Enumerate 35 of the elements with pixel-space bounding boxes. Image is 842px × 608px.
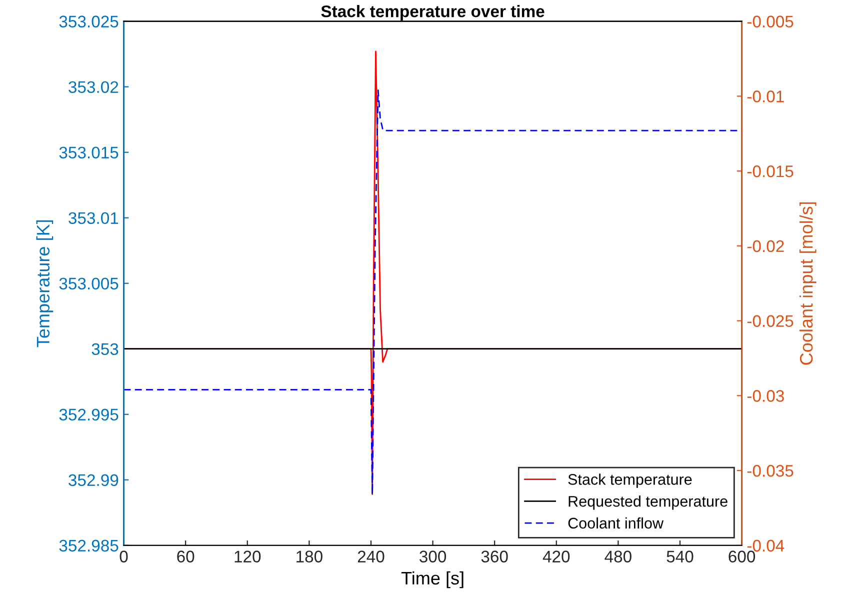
chart-title: Stack temperature over time	[321, 5, 544, 21]
legend-label: Stack temperature	[568, 474, 692, 488]
y-tick-label: 353	[92, 343, 118, 356]
y2-tick-label: -0.015	[747, 165, 794, 178]
x-tick-label: 0	[120, 550, 128, 562]
legend-label: Requested temperature	[568, 496, 728, 510]
x-tick-label: 240	[358, 550, 384, 562]
y-tick-label: 353.005	[59, 278, 118, 290]
x-tick-label: 300	[420, 550, 446, 562]
y-tick-label: 353.01	[68, 212, 118, 224]
y-tick-label: 353.02	[68, 81, 118, 93]
y-tick-label: 352.99	[68, 474, 118, 486]
x-tick-label: 60	[177, 550, 194, 562]
x-tick-label: 480	[604, 550, 632, 562]
y2-tick-label: -0.02	[747, 240, 784, 252]
x-axis-title: Time [s]	[401, 571, 464, 588]
y2-tick-label: -0.035	[747, 464, 794, 477]
x-tick-label: 360	[481, 550, 508, 562]
x-tick-label: 180	[296, 550, 322, 562]
y-axis-title: Temperature [K]	[36, 220, 54, 348]
y-tick-label: 352.995	[59, 408, 118, 421]
y2-tick-label: -0.03	[747, 390, 784, 402]
x-tick-label: 540	[666, 550, 694, 562]
y-tick-label: 352.985	[59, 540, 118, 552]
y2-tick-label: -0.005	[747, 16, 794, 28]
legend-label: Coolant inflow	[568, 517, 664, 529]
y2-tick-label: -0.01	[747, 90, 784, 102]
x-tick-label: 600	[728, 550, 756, 562]
y2-axis-title: Coolant input [mol/s]	[799, 202, 816, 365]
x-tick-label: 420	[542, 550, 570, 562]
x-tick-label: 120	[234, 550, 261, 562]
y2-tick-label: -0.025	[747, 315, 794, 327]
y2-tick-label: -0.04	[747, 540, 784, 552]
y-tick-label: 353.025	[59, 16, 118, 28]
y-tick-label: 353.015	[59, 146, 118, 159]
